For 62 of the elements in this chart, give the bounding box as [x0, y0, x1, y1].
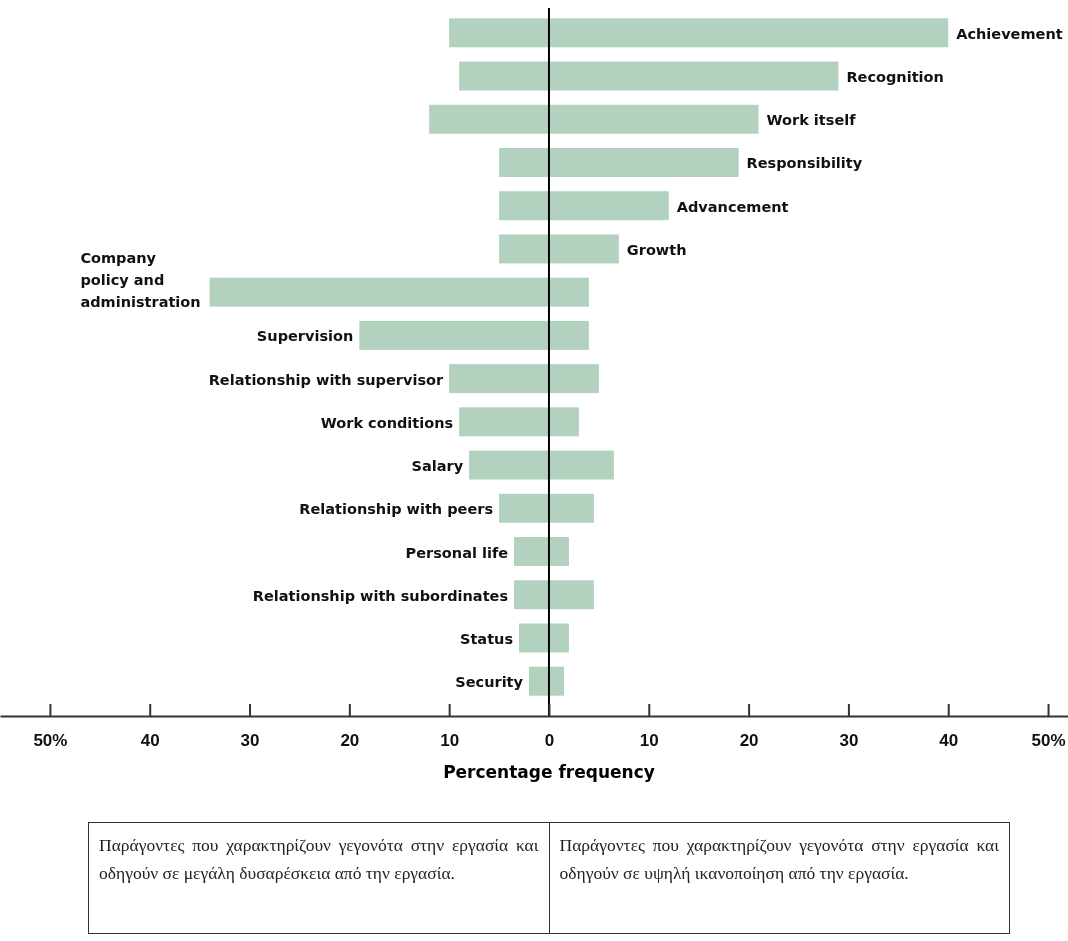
bar	[514, 580, 549, 610]
bar	[548, 61, 839, 91]
bar	[548, 320, 589, 350]
y-tick-label: Status	[459, 630, 514, 647]
bar	[359, 320, 549, 350]
bar	[548, 364, 599, 394]
y-tick-label: Work itself	[766, 112, 857, 129]
bar	[548, 18, 949, 48]
x-tick-label: 20	[739, 731, 759, 751]
bar	[548, 277, 589, 307]
y-tick-label: Growth	[626, 241, 687, 258]
bar	[459, 61, 549, 91]
bar	[499, 493, 549, 523]
bar	[449, 18, 549, 48]
y-tick-label: Responsibility	[746, 155, 863, 172]
y-tick-label: Work conditions	[320, 414, 454, 431]
bar	[449, 364, 549, 394]
x-tick-label: 30	[240, 731, 260, 751]
bar	[469, 450, 549, 480]
x-tick-label: 10	[440, 731, 460, 751]
bar	[548, 234, 619, 264]
bar	[459, 407, 549, 437]
y-tick-label: Relationship with peers	[299, 501, 494, 518]
bar	[499, 191, 549, 221]
x-tick-label: 40	[939, 731, 959, 751]
bar	[548, 537, 569, 566]
y-tick-label: Achievement	[956, 25, 1063, 42]
y-tick-label: Personal life	[405, 544, 509, 561]
bar	[548, 191, 669, 221]
bar	[548, 493, 594, 523]
bar	[499, 148, 549, 177]
bar	[209, 277, 549, 307]
x-tick-label: 30	[839, 731, 859, 751]
y-tick-label: Salary	[411, 458, 464, 475]
bar	[548, 407, 579, 437]
bar	[499, 234, 549, 264]
y-tick-label: Company policy and administration	[80, 250, 201, 311]
text: Παράγοντες που χαρακτηρίζουν γεγονότα στην εργασία και οδηγούν σε υψηλή ικανοποίηση από την εργασία.	[548, 823, 1009, 933]
y-tick-label: Advancement	[676, 198, 789, 215]
y-tick-label: Recognition	[846, 69, 944, 86]
bar	[548, 104, 759, 134]
x-tick-label: 0	[544, 731, 555, 751]
x-tick-label: 50%	[1031, 731, 1066, 751]
y-tick-label: Supervision	[256, 328, 354, 345]
x-tick-label: 50%	[33, 731, 68, 751]
bar	[548, 148, 739, 177]
x-tick-label: 10	[639, 731, 659, 751]
x-tick-label: 20	[340, 731, 360, 751]
bar	[548, 580, 594, 610]
bar	[514, 537, 549, 566]
bar	[519, 623, 549, 653]
y-tick-label: Relationship with supervisor	[208, 371, 444, 388]
x-axis-title: Percentage frequency	[443, 762, 655, 782]
bar	[548, 666, 564, 696]
bar	[429, 104, 549, 134]
y-tick-label: Relationship with subordinates	[252, 587, 509, 604]
bar	[529, 666, 549, 696]
x-tick-label: 40	[140, 731, 160, 751]
bar	[548, 623, 569, 653]
text: Παράγοντες που χαρακτηρίζουν γεγονότα στην εργασία και οδηγούν σε μεγάλη δυσαρέσκεια από την εργασία.	[98, 834, 540, 885]
bar	[548, 450, 614, 480]
y-tick-label: Security	[455, 674, 524, 691]
